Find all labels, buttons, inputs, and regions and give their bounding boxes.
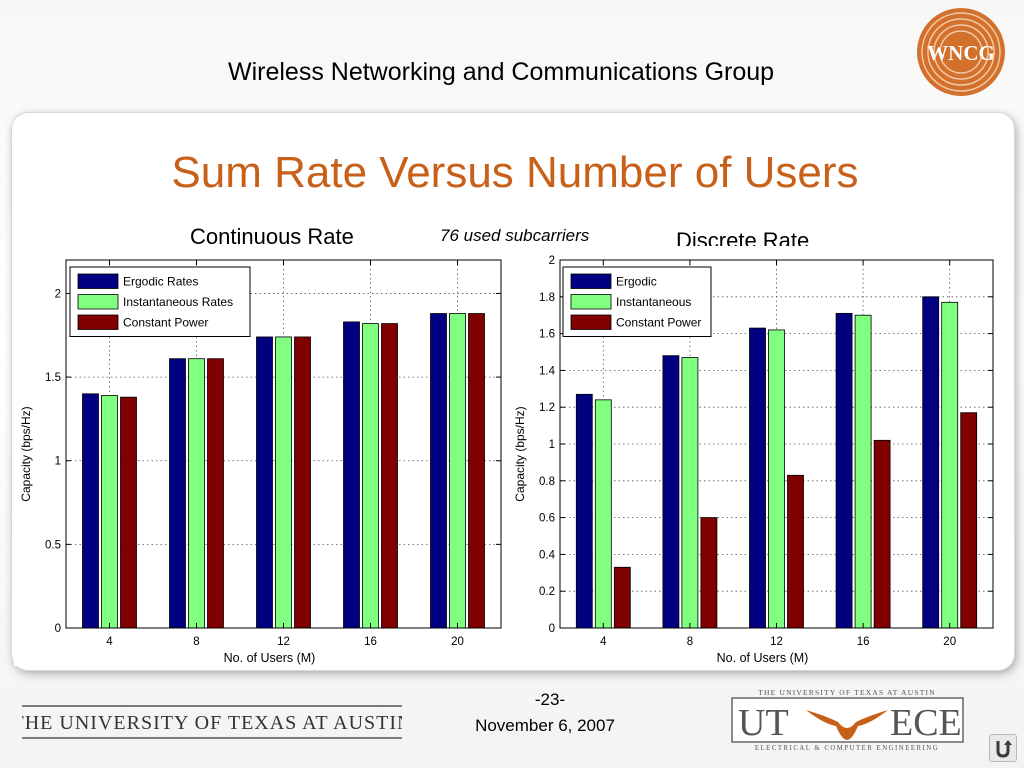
x-tick-label: 20 bbox=[451, 636, 464, 648]
header-title: Wireless Networking and Communications G… bbox=[228, 58, 775, 86]
bar-constant-power-8 bbox=[207, 358, 224, 629]
x-tick-label: 4 bbox=[106, 636, 113, 648]
x-tick-label: 12 bbox=[277, 636, 290, 648]
y-tick-label: 0.4 bbox=[539, 549, 556, 561]
bar-instantaneous-rates-12 bbox=[275, 336, 292, 629]
bar-instantaneous-rates-20 bbox=[449, 313, 466, 629]
bar-constant-power-16 bbox=[873, 439, 891, 629]
bar-ergodic-8 bbox=[662, 355, 680, 629]
return-arrow-icon bbox=[996, 740, 1012, 758]
y-tick-label: 0.5 bbox=[45, 539, 61, 551]
bar-instantaneous-rates-4 bbox=[101, 395, 118, 629]
bar-ergodic-4 bbox=[575, 393, 593, 629]
x-tick-label: 12 bbox=[770, 636, 783, 648]
university-wordmark: THE UNIVERSITY OF TEXAS AT AUSTIN bbox=[12, 704, 411, 740]
x-axis-label: No. of Users (M) bbox=[717, 651, 809, 665]
bar-constant-power-16 bbox=[381, 323, 398, 629]
x-tick-label: 20 bbox=[943, 636, 956, 648]
legend-swatch bbox=[77, 294, 119, 310]
chart-1: 0 0.2 0.4 0.6 0.8 1 1.2 1.4 1.6 1.8 2 4 8 12 16 20 No. o… bbox=[504, 246, 1000, 666]
bar-ergodic-rates-8 bbox=[169, 358, 186, 629]
bar-instantaneous-12 bbox=[768, 329, 785, 629]
footer-date: November 6, 2007 bbox=[475, 716, 615, 735]
y-tick-label: 1.6 bbox=[539, 329, 555, 341]
chart-title-continuous: Continuous Rate bbox=[190, 224, 354, 249]
y-axis-label: Capacity (bps/Hz) bbox=[19, 406, 33, 501]
ece-text: ECE bbox=[890, 702, 962, 744]
y-tick-label: 0.2 bbox=[539, 586, 555, 598]
bar-ergodic-16 bbox=[835, 312, 853, 629]
x-tick-label: 16 bbox=[364, 636, 377, 648]
y-tick-label: 1 bbox=[549, 439, 555, 451]
y-tick-label: 1 bbox=[55, 456, 61, 468]
y-tick-label: 0.8 bbox=[539, 476, 555, 488]
y-tick-label: 2 bbox=[549, 255, 555, 267]
bar-instantaneous-4 bbox=[594, 399, 612, 629]
x-axis-label: No. of Users (M) bbox=[224, 651, 316, 665]
slide-title: Sum Rate Versus Number of Users bbox=[171, 148, 859, 197]
bar-instantaneous-8 bbox=[681, 357, 699, 629]
bar-constant-power-4 bbox=[613, 566, 631, 629]
legend-swatch bbox=[570, 294, 612, 310]
y-tick-label: 0 bbox=[55, 623, 61, 635]
legend-label: Ergodic bbox=[616, 275, 657, 289]
bar-instantaneous-16 bbox=[854, 314, 872, 629]
ut-text: UT bbox=[738, 702, 789, 744]
y-tick-label: 2 bbox=[55, 288, 61, 300]
x-tick-label: 4 bbox=[600, 636, 607, 648]
return-nav-button[interactable] bbox=[989, 734, 1017, 762]
legend-label: Constant Power bbox=[123, 316, 208, 330]
legend-swatch bbox=[570, 314, 612, 330]
bar-constant-power-20 bbox=[960, 412, 978, 629]
wncg-logo: WNCG bbox=[915, 6, 1007, 98]
y-tick-label: 1.4 bbox=[539, 365, 556, 377]
ut-ece-top-text: THE UNIVERSITY OF TEXAS AT AUSTIN bbox=[758, 688, 936, 697]
bar-ergodic-rates-20 bbox=[430, 313, 447, 629]
bar-ergodic-rates-16 bbox=[343, 321, 360, 629]
y-axis-label: Capacity (bps/Hz) bbox=[513, 406, 527, 501]
ut-ece-bottom-text: ELECTRICAL & COMPUTER ENGINEERING bbox=[755, 745, 939, 752]
bar-constant-power-12 bbox=[294, 336, 311, 629]
bar-constant-power-4 bbox=[120, 396, 137, 629]
y-tick-label: 1.2 bbox=[539, 402, 555, 414]
legend-swatch bbox=[570, 273, 612, 289]
bar-instantaneous-rates-8 bbox=[188, 358, 205, 629]
legend-label: Instantaneous bbox=[616, 295, 691, 309]
bar-ergodic-rates-4 bbox=[82, 393, 99, 629]
y-tick-label: 0 bbox=[549, 623, 555, 635]
y-tick-label: 0.6 bbox=[539, 513, 555, 525]
legend-label: Instantaneous Rates bbox=[123, 295, 233, 309]
y-tick-label: 1.8 bbox=[539, 292, 555, 304]
logo-text: WNCG bbox=[927, 41, 995, 65]
y-tick-label: 1.5 bbox=[45, 372, 61, 384]
ut-ece-logo: THE UNIVERSITY OF TEXAS AT AUSTIN UT ECE… bbox=[730, 688, 965, 752]
bar-instantaneous-rates-16 bbox=[362, 323, 379, 629]
legend-label: Constant Power bbox=[616, 316, 701, 330]
subcarrier-note: 76 used subcarriers bbox=[440, 226, 590, 245]
bar-ergodic-20 bbox=[922, 296, 940, 629]
bar-constant-power-20 bbox=[468, 313, 485, 629]
x-tick-label: 8 bbox=[193, 636, 199, 648]
university-name: THE UNIVERSITY OF TEXAS AT AUSTIN bbox=[22, 712, 402, 734]
bar-ergodic-rates-12 bbox=[256, 336, 273, 629]
legend-label: Ergodic Rates bbox=[123, 275, 198, 289]
bar-constant-power-12 bbox=[787, 474, 804, 629]
bar-instantaneous-20 bbox=[941, 301, 959, 629]
bar-ergodic-12 bbox=[749, 327, 766, 629]
legend-swatch bbox=[77, 273, 119, 289]
bar-constant-power-8 bbox=[700, 517, 718, 629]
longhorn-icon bbox=[806, 710, 888, 740]
legend-swatch bbox=[77, 314, 119, 330]
chart-0: 0 0.5 1 1.5 2 4 8 12 16 20 No. of Users (M) Capacit… bbox=[14, 246, 510, 666]
x-tick-label: 16 bbox=[857, 636, 870, 648]
x-tick-label: 8 bbox=[687, 636, 693, 648]
page-number: -23- bbox=[534, 690, 566, 709]
